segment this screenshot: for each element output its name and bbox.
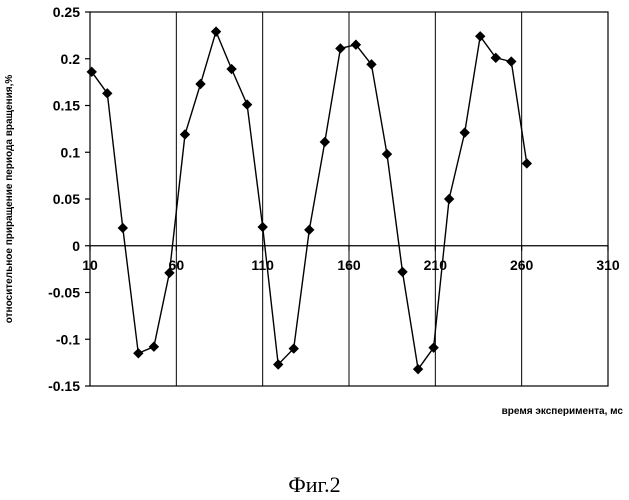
x-axis-ticks: 1060110160210260310 bbox=[82, 246, 620, 273]
y-axis-label: относительное приращение периода вращени… bbox=[4, 75, 15, 324]
data-point bbox=[102, 88, 112, 98]
series-line bbox=[92, 32, 527, 370]
y-tick-label: 0.2 bbox=[61, 51, 81, 67]
y-tick-label: -0.05 bbox=[48, 285, 80, 301]
data-point bbox=[87, 67, 97, 77]
x-tick-label: 110 bbox=[251, 257, 274, 273]
data-point bbox=[242, 99, 252, 109]
data-point bbox=[304, 225, 314, 235]
y-axis-ticks: 0.25 0.2 0.15 0.1 0.05 0 -0.05 -0.1 -0.15 bbox=[48, 4, 90, 394]
data-point bbox=[149, 342, 159, 352]
data-point bbox=[522, 158, 532, 168]
data-markers bbox=[87, 26, 533, 374]
data-point bbox=[257, 222, 267, 232]
y-tick-label: 0.05 bbox=[53, 191, 80, 207]
y-tick-label: -0.15 bbox=[48, 378, 80, 394]
line-chart: 0.250.20.150.10.050-0.05-0.1-0.15 106011… bbox=[0, 0, 629, 460]
data-point bbox=[118, 223, 128, 233]
data-point bbox=[180, 129, 190, 139]
x-axis-label: время эксперимента, мс bbox=[502, 406, 624, 417]
y-tick-label: 0 bbox=[72, 238, 80, 254]
x-tick-label: 160 bbox=[337, 257, 361, 273]
data-point bbox=[226, 64, 236, 74]
x-tick-label: 10 bbox=[82, 257, 98, 273]
data-point bbox=[133, 348, 143, 358]
data-point bbox=[475, 31, 485, 41]
data-point bbox=[211, 26, 221, 36]
data-point bbox=[397, 267, 407, 277]
data-point bbox=[382, 149, 392, 159]
data-point bbox=[459, 127, 469, 137]
data-point bbox=[320, 137, 330, 147]
x-tick-label: 310 bbox=[596, 257, 620, 273]
y-tick-label: 0.25 bbox=[53, 4, 80, 20]
data-point bbox=[335, 43, 345, 53]
data-point bbox=[506, 56, 516, 66]
data-point bbox=[195, 79, 205, 89]
data-point bbox=[428, 342, 438, 352]
y-tick-label: 0.15 bbox=[53, 98, 80, 114]
figure-caption: Фиг.2 bbox=[0, 472, 629, 498]
y-tick-label: 0.1 bbox=[61, 144, 81, 160]
x-tick-label: 210 bbox=[424, 257, 448, 273]
data-point bbox=[491, 53, 501, 63]
data-point bbox=[444, 194, 454, 204]
y-tick-label: -0.1 bbox=[56, 331, 80, 347]
data-point bbox=[413, 364, 423, 374]
x-tick-label: 260 bbox=[510, 257, 534, 273]
